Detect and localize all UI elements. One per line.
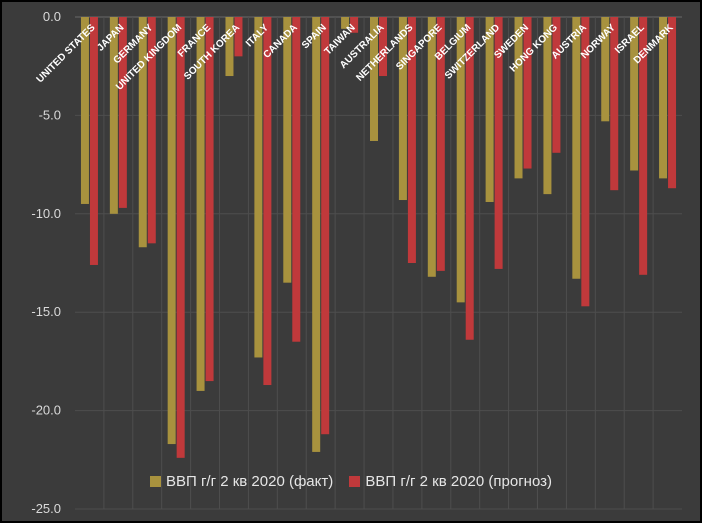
bar-forecast [668, 17, 677, 189]
bar-fact [370, 17, 378, 141]
y-tick-label: -15.0 [31, 304, 61, 319]
legend-label-forecast: ВВП г/г 2 кв 2020 (прогноз) [365, 472, 553, 490]
legend-swatch-fact [149, 476, 161, 488]
bar-fact [456, 17, 465, 303]
bar-forecast [465, 17, 474, 340]
bar-fact [254, 17, 263, 358]
bar-fact [109, 17, 118, 214]
bar-forecast [205, 17, 214, 382]
bar-fact [543, 17, 552, 195]
bar-forecast [552, 17, 561, 153]
legend-item-fact: ВВП г/г 2 кв 2020 (факт) [149, 472, 334, 490]
bar-fact [312, 17, 321, 452]
bar-fact [630, 17, 639, 171]
bar-forecast [118, 17, 127, 208]
bar-forecast [639, 17, 648, 275]
bar-forecast [494, 17, 503, 269]
bar-forecast [89, 17, 98, 265]
bar-forecast [581, 17, 590, 307]
bar-forecast [436, 17, 445, 271]
y-tick-label: -5.0 [39, 107, 61, 122]
bar-fact [225, 17, 234, 77]
bar-forecast [176, 17, 185, 458]
bar-fact [427, 17, 436, 277]
bar-forecast [292, 17, 301, 342]
bar-forecast [379, 17, 387, 77]
bar-fact [283, 17, 292, 283]
bar-fact [167, 17, 176, 445]
bar-fact [514, 17, 523, 179]
bar-forecast [610, 17, 619, 191]
legend-item-forecast: ВВП г/г 2 кв 2020 (прогноз) [349, 473, 552, 490]
bar-forecast [350, 17, 359, 33]
y-tick-label: -25.0 [31, 501, 61, 516]
bar-fact [80, 17, 89, 204]
bar-forecast [407, 17, 416, 263]
bar-forecast [523, 17, 532, 169]
legend-label-fact: ВВП г/г 2 кв 2020 (факт) [165, 472, 334, 490]
bar-fact [485, 17, 494, 202]
bar-fact [341, 17, 350, 29]
bar-forecast [321, 17, 330, 435]
bar-fact [659, 17, 668, 179]
bar-forecast [263, 17, 272, 386]
bar-forecast [234, 17, 243, 57]
bar-fact [601, 17, 610, 122]
legend-swatch-forecast [349, 476, 361, 488]
y-tick-label: -20.0 [31, 403, 61, 418]
bar-fact [138, 17, 147, 248]
bar-forecast [147, 17, 156, 244]
bar-fact [572, 17, 581, 279]
y-tick-label: -10.0 [31, 206, 61, 221]
bar-fact [196, 17, 205, 391]
y-tick-label: 0.0 [43, 9, 61, 24]
legend: ВВП г/г 2 кв 2020 (факт) ВВП г/г 2 кв 20… [0, 472, 702, 490]
bar-fact [398, 17, 407, 201]
